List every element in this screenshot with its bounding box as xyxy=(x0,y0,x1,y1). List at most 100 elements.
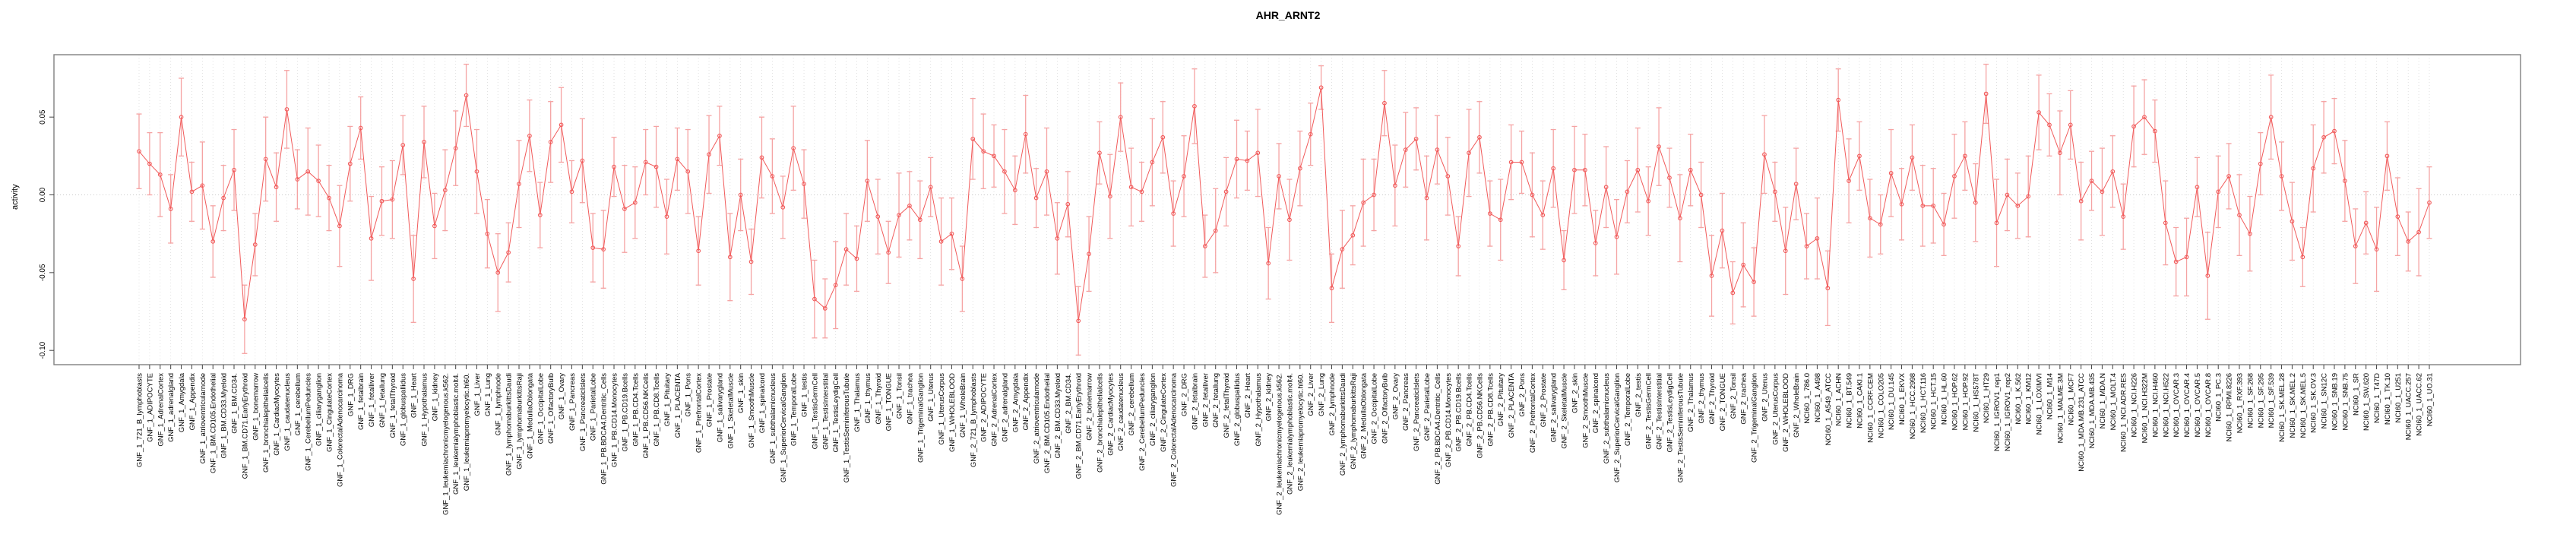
data-point xyxy=(1815,236,1820,241)
data-point xyxy=(263,157,268,162)
data-point xyxy=(875,214,881,220)
x-category-label: GNF_1_PB.CD19.Bcells xyxy=(621,373,629,452)
x-category-label: GNF_1_PB.CD56.NKCells xyxy=(642,373,650,459)
data-point xyxy=(1783,248,1788,254)
data-point xyxy=(1878,222,1883,227)
data-point xyxy=(2036,110,2041,115)
x-category-label: GNF_2_bronchialepithelialcells xyxy=(1096,373,1104,473)
x-category-label: GNF_1_lymphomaburkittsDaudi xyxy=(505,373,514,476)
data-point xyxy=(1551,166,1556,171)
x-category-label: NCI60_1_MDA.MB.231_ATCC xyxy=(2078,373,2086,472)
x-category-label: GNF_2_PB.CD4.Tcells xyxy=(1466,373,1474,447)
x-category-label: GNF_1_ParietalLobe xyxy=(590,373,598,441)
x-category-label: GNF_1_TestisInterstitial xyxy=(821,373,830,450)
x-category-label: NCI60_1_M14 xyxy=(2046,373,2054,419)
x-category-label: GNF_1_bonemarrow xyxy=(252,373,260,441)
x-category-label: NCI60_1_HT29 xyxy=(1983,373,1991,423)
data-point xyxy=(1762,152,1767,157)
data-point xyxy=(1836,97,1841,103)
data-point xyxy=(1752,280,1756,284)
x-category-label: GNF_1_skin xyxy=(737,373,745,413)
data-point xyxy=(822,306,828,311)
x-category-label: NCI60_1_SNB.19 xyxy=(2331,373,2339,431)
data-point xyxy=(738,192,743,198)
data-point xyxy=(1329,286,1334,291)
data-point xyxy=(2005,192,2010,198)
data-point xyxy=(1498,217,1503,223)
x-category-label: GNF_1_TestisLeydigCell xyxy=(832,373,840,453)
data-point xyxy=(981,149,986,154)
data-point xyxy=(400,143,406,147)
data-point xyxy=(1128,185,1134,190)
x-category-label: GNF_2_DRG xyxy=(1181,373,1189,416)
data-point xyxy=(707,152,711,157)
data-point xyxy=(1033,195,1039,201)
data-point xyxy=(1530,192,1535,198)
x-category-label: NCI60_1_SR xyxy=(2352,373,2360,416)
x-category-label: NCI60_1_HOP.62 xyxy=(1951,373,1959,430)
data-point xyxy=(474,169,479,174)
data-point xyxy=(1888,170,1894,175)
x-category-label: GNF_1_fetalliver xyxy=(368,373,376,427)
data-point xyxy=(696,248,701,254)
data-point xyxy=(1540,213,1546,217)
data-point xyxy=(1825,286,1831,291)
x-category-label: GNF_1_kidney xyxy=(431,373,439,422)
x-category-label: GNF_2_TONGUE xyxy=(1719,373,1727,431)
data-point xyxy=(316,179,321,183)
x-category-label: GNF_1_BM.CD105.Endothelial xyxy=(210,373,218,473)
x-category-label: GNF_2_lymphomaburkittsRaji xyxy=(1350,373,1358,470)
x-category-label: GNF_1_Thalamus xyxy=(853,373,862,432)
data-point xyxy=(854,256,859,261)
x-category-label: GNF_2_PB.CD19.Bcells xyxy=(1455,373,1464,452)
x-category-label: GNF_2_fetallung xyxy=(1212,373,1220,428)
data-point xyxy=(2026,194,2031,199)
data-point xyxy=(2385,153,2390,159)
x-category-label: GNF_2_fetalliver xyxy=(1201,373,1210,427)
data-point xyxy=(347,161,353,166)
x-category-label: GNF_1_TONGUE xyxy=(885,373,894,431)
data-point xyxy=(506,250,511,255)
data-point xyxy=(1635,167,1641,172)
data-point xyxy=(2015,203,2021,208)
data-point xyxy=(1741,262,1746,267)
x-category-label: NCI60_1_MDA.N xyxy=(2099,373,2107,429)
x-category-label: GNF_1_PB.CD8.Tcells xyxy=(653,373,661,447)
data-point xyxy=(1657,144,1661,149)
data-point xyxy=(1213,228,1218,233)
data-point xyxy=(1044,169,1049,174)
x-category-label: NCI60_1_NCI.H322M xyxy=(2141,373,2149,443)
data-point xyxy=(759,155,764,160)
data-point xyxy=(2363,220,2369,226)
y-tick-label: 0.05 xyxy=(39,109,47,125)
x-category-label: GNF_2_atrioventricularnode xyxy=(1033,373,1041,463)
data-point xyxy=(1413,136,1419,141)
x-category-label: GNF_2_Thyroid xyxy=(1708,373,1717,425)
x-category-label: GNF_1_PB.CD4.Tcells xyxy=(631,373,640,447)
x-category-label: GNF_2_Pancreas xyxy=(1402,373,1410,431)
data-point xyxy=(580,158,585,163)
x-category-label: NCI60_1_SN12C xyxy=(2321,373,2329,429)
data-point xyxy=(2205,274,2210,278)
x-category-label: GNF_1_ciliaryganglion xyxy=(315,373,324,446)
data-point xyxy=(1963,153,1967,159)
x-category-label: GNF_2_Lung xyxy=(1318,373,1326,416)
data-point xyxy=(2279,174,2284,179)
data-point xyxy=(1223,189,1229,194)
data-point xyxy=(717,133,722,138)
x-category-label: GNF_1_SmoothMuscle xyxy=(748,373,756,448)
data-point xyxy=(2353,244,2358,248)
x-category-label: GNF_2_TestisInterstitial xyxy=(1656,373,1664,450)
x-category-label: NCI60_1_KM12 xyxy=(2025,373,2033,425)
data-point xyxy=(422,140,426,144)
x-category-label: NCI60_1_MOLT.4 xyxy=(2109,373,2118,430)
x-category-label: NCI60_1_A498 xyxy=(1814,373,1822,422)
x-category-label: GNF_2_fetalbrain xyxy=(1191,373,1199,430)
data-point xyxy=(1899,201,1904,207)
x-category-label: NCI60_1_PC.3 xyxy=(2215,373,2223,422)
data-point xyxy=(327,195,331,201)
x-category-label: GNF_2_TemporalLobe xyxy=(1624,373,1632,446)
x-category-label: NCI60_1_DU.145 xyxy=(1888,373,1896,430)
x-category-label: GNF_2_SmoothMuscle xyxy=(1581,373,1590,448)
x-category-label: GNF_1_lymphnode xyxy=(495,373,503,435)
